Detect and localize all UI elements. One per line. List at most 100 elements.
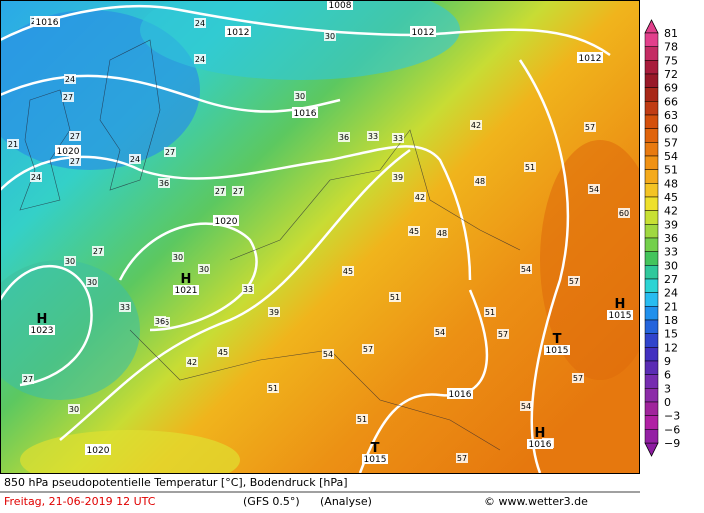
colorbar-band [644,128,659,143]
temperature-label-box [389,292,401,302]
temperature-label-box [62,92,74,102]
temperature-label: 57 [569,277,579,286]
temperature-label: 42 [471,121,481,130]
temperature-label: 30 [325,32,335,41]
pressure-label-box [85,444,111,455]
colorbar-label: 51 [664,164,678,177]
colorbar-label: 54 [664,150,678,163]
temperature-label-box [572,373,584,383]
pressure-label-box [34,16,60,27]
temperature-label: 48 [475,177,485,186]
colorbar-label: −6 [664,423,680,436]
temperature-label: 24 [195,19,205,28]
pressure-system-box [173,285,199,295]
temperature-label-box [342,266,354,276]
temperature-label: 51 [268,384,278,393]
colorbar-label: 81 [664,27,678,40]
temperature-label-box [267,383,279,393]
temperature-label-box [520,264,532,274]
colorbar-band [644,60,659,75]
colorbar-label: 66 [664,95,678,108]
colorbar-label: 42 [664,205,678,218]
colorbar-label: 24 [664,287,678,300]
pressure-system-value: 1016 [529,440,552,450]
temperature-label-box [92,246,104,256]
temperature-label-box [194,18,206,28]
colorbar-band [644,183,659,198]
temperature-label-box [584,122,596,132]
colorbar-band [644,224,659,239]
pressure-label: 1020 [57,147,80,157]
temperature-label: 54 [435,328,445,337]
pressure-label: 1012 [412,28,435,38]
temperature-label-box [217,347,229,357]
colorbar-label: 63 [664,109,678,122]
temperature-label-box [436,228,448,238]
pressure-system-value: 1015 [609,311,632,321]
temperature-label: 27 [93,247,103,256]
colorbar-label: 78 [664,41,678,54]
temperature-label: 51 [485,308,495,317]
temperature-label: 30 [199,265,209,274]
temperature-label-box [338,132,350,142]
colorbar-band [644,73,659,88]
colorbar-band [644,32,659,47]
colorbar-label: 27 [664,273,678,286]
temperature-label: 27 [165,148,175,157]
pressure-system-box [607,310,633,320]
temperature-label: 27 [70,157,80,166]
temperature-label-box [30,172,42,182]
colorbar-label: 0 [664,396,671,409]
footer-date: Freitag, 21-06-2019 12 UTC [4,495,156,508]
colorbar-label: 21 [664,300,678,313]
temperature-label: 51 [390,293,400,302]
colorbar-label: −3 [664,410,680,423]
temperature-label: 36 [339,133,349,142]
temperature-label-box [68,404,80,414]
colorbar-band [644,333,659,348]
temperature-label-box [294,91,306,101]
colorbar-band [644,278,659,293]
temperature-label-box [164,147,176,157]
pressure-label: 1008 [329,1,352,11]
temperature-label: 27 [70,132,80,141]
temperature-label: 24 [195,55,205,64]
temperature-label: 30 [173,253,183,262]
temperature-label-box [129,154,141,164]
footer-run: (Analyse) [320,495,372,508]
colorbar: 8178757269666360575451484542393633302724… [644,19,680,457]
temperature-label: 45 [409,227,419,236]
temperature-label: 39 [269,308,279,317]
temperature-label-box [520,401,532,411]
colorbar-band [644,401,659,416]
footer-model: (GFS 0.5°) [243,495,300,508]
colorbar-band [644,319,659,334]
pressure-system-symbol: H [37,312,48,327]
map-border [0,0,640,474]
pressure-label: 1016 [449,390,472,400]
colorbar-label: 57 [664,136,678,149]
pressure-system-symbol: H [181,272,192,287]
pressure-label: 1016 [36,18,59,28]
temperature-label: 36 [155,317,165,326]
temperature-label-box [158,178,170,188]
temperature-label-box [356,414,368,424]
temperature-label: 57 [498,330,508,339]
temperature-label-box [324,31,336,41]
colorbar-label: 39 [664,218,678,231]
colorbar-label: 48 [664,177,678,190]
temperature-label-box [172,252,184,262]
temperature-label: 33 [393,134,403,143]
colorbar-band [644,142,659,157]
pressure-label-box [447,388,473,399]
pressure-label-box [410,26,436,37]
temperature-label-box [470,120,482,130]
temperature-label: 30 [295,92,305,101]
pressure-system-symbol: T [371,441,380,456]
temperature-label: 30 [65,257,75,266]
colorbar-label: 15 [664,328,678,341]
temperature-label-box [69,156,81,166]
colorbar-band [644,169,659,184]
colorbar-band [644,415,659,430]
